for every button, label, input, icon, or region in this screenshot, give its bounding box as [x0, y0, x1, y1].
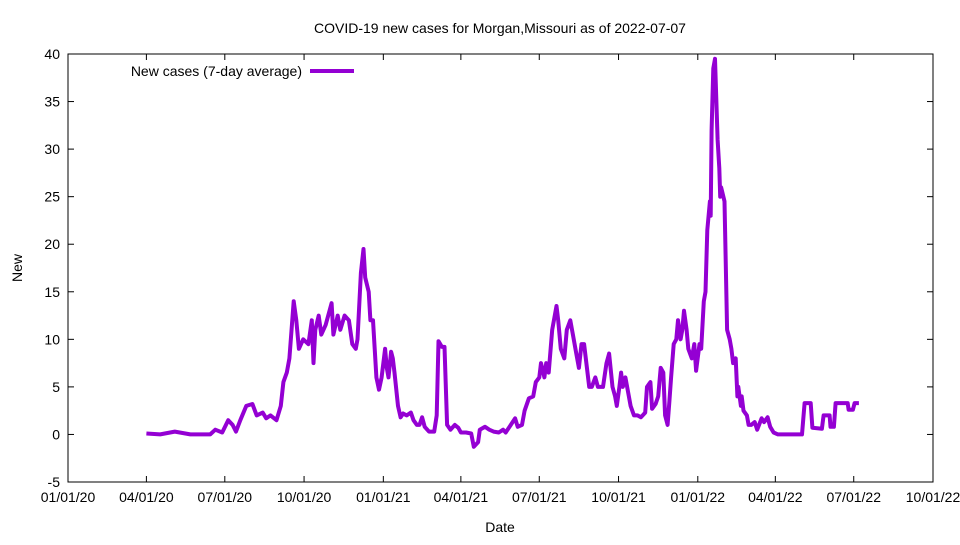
y-tick-label: 20 [44, 236, 60, 252]
series-line-new-cases [146, 59, 859, 447]
x-tick-label: 04/01/20 [119, 489, 174, 505]
legend-label: New cases (7-day average) [131, 63, 302, 79]
x-tick-label: 04/01/22 [748, 489, 803, 505]
y-tick-label: 35 [44, 94, 60, 110]
x-tick-label: 10/01/21 [591, 489, 646, 505]
y-tick-label: 5 [52, 379, 60, 395]
legend: New cases (7-day average) [131, 63, 354, 79]
y-tick-label: 30 [44, 141, 60, 157]
x-tick-label: 01/01/22 [671, 489, 726, 505]
x-tick-label: 07/01/20 [198, 489, 253, 505]
y-tick-label: 15 [44, 284, 60, 300]
y-tick-label: 10 [44, 331, 60, 347]
chart-title: COVID-19 new cases for Morgan,Missouri a… [314, 20, 686, 36]
y-tick-label: 0 [52, 426, 60, 442]
x-tick-label: 07/01/21 [512, 489, 567, 505]
y-tick-label: -5 [48, 474, 61, 490]
x-axis-label: Date [485, 519, 515, 535]
x-tick-label: 10/01/20 [277, 489, 332, 505]
x-tick-label: 04/01/21 [434, 489, 489, 505]
y-tick-label: 25 [44, 189, 60, 205]
y-axis-label: New [9, 253, 25, 282]
x-tick-label: 07/01/22 [826, 489, 881, 505]
x-tick-label: 01/01/20 [41, 489, 96, 505]
y-tick-label: 40 [44, 46, 60, 62]
x-tick-label: 10/01/22 [906, 489, 960, 505]
x-tick-label: 01/01/21 [356, 489, 411, 505]
